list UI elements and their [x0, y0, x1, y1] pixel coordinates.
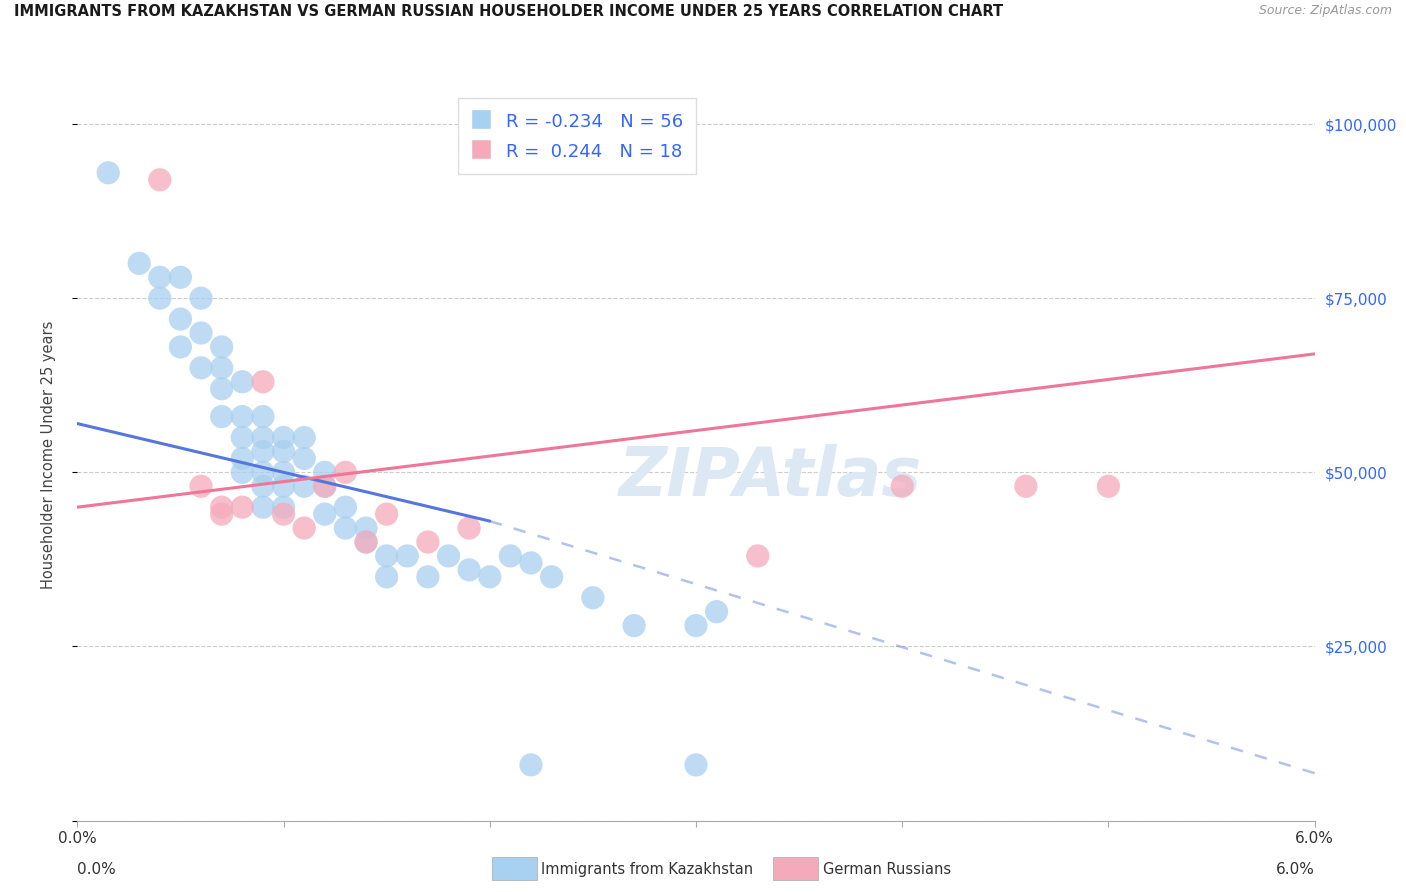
Point: [169, 312, 191, 326]
Point: [231, 500, 253, 515]
Point: [252, 466, 274, 480]
Point: [252, 444, 274, 458]
Point: [292, 479, 315, 493]
Point: [1015, 479, 1038, 493]
Point: [314, 479, 336, 493]
Point: [375, 570, 398, 584]
Point: [314, 507, 336, 521]
Point: [335, 466, 357, 480]
Point: [375, 507, 398, 521]
Point: [149, 291, 172, 305]
Point: [335, 521, 357, 535]
Point: [891, 479, 914, 493]
Point: [273, 500, 295, 515]
Point: [231, 466, 253, 480]
Point: [190, 291, 212, 305]
Point: [292, 430, 315, 444]
Point: [416, 535, 439, 549]
Point: [314, 479, 336, 493]
Point: [211, 360, 233, 375]
Point: [458, 563, 481, 577]
Point: [416, 570, 439, 584]
Point: [273, 430, 295, 444]
Point: [499, 549, 522, 563]
Point: [273, 479, 295, 493]
Point: [128, 256, 150, 270]
Text: 6.0%: 6.0%: [1275, 863, 1315, 877]
Point: [540, 570, 562, 584]
Point: [231, 430, 253, 444]
Point: [97, 166, 120, 180]
Point: [231, 451, 253, 466]
Text: Immigrants from Kazakhstan: Immigrants from Kazakhstan: [541, 863, 754, 877]
Point: [169, 340, 191, 354]
Point: [273, 466, 295, 480]
Point: [437, 549, 460, 563]
Point: [231, 375, 253, 389]
Point: [211, 382, 233, 396]
Point: [314, 466, 336, 480]
Point: [231, 409, 253, 424]
Point: [273, 444, 295, 458]
Point: [375, 549, 398, 563]
Text: German Russians: German Russians: [823, 863, 950, 877]
Text: ZIPAtlas: ZIPAtlas: [619, 444, 922, 510]
Point: [458, 521, 481, 535]
Point: [582, 591, 605, 605]
Point: [169, 270, 191, 285]
Point: [149, 173, 172, 187]
Y-axis label: Householder Income Under 25 years: Householder Income Under 25 years: [42, 321, 56, 589]
Point: [747, 549, 769, 563]
Point: [149, 270, 172, 285]
Point: [520, 556, 543, 570]
Point: [354, 535, 377, 549]
Point: [478, 570, 501, 584]
Point: [623, 618, 645, 632]
Point: [685, 758, 707, 772]
Text: Source: ZipAtlas.com: Source: ZipAtlas.com: [1258, 4, 1392, 18]
Point: [354, 535, 377, 549]
Point: [706, 605, 728, 619]
Point: [190, 326, 212, 340]
Point: [354, 521, 377, 535]
Point: [252, 500, 274, 515]
Point: [1097, 479, 1119, 493]
Point: [273, 507, 295, 521]
Point: [396, 549, 419, 563]
Point: [211, 409, 233, 424]
Legend: R = -0.234   N = 56, R =  0.244   N = 18: R = -0.234 N = 56, R = 0.244 N = 18: [457, 98, 696, 174]
Point: [520, 758, 543, 772]
Point: [252, 375, 274, 389]
Point: [292, 451, 315, 466]
Point: [335, 500, 357, 515]
Point: [252, 430, 274, 444]
Point: [211, 500, 233, 515]
Point: [292, 521, 315, 535]
Point: [211, 507, 233, 521]
Point: [252, 409, 274, 424]
Point: [685, 618, 707, 632]
Text: 0.0%: 0.0%: [77, 863, 117, 877]
Point: [190, 360, 212, 375]
Point: [252, 479, 274, 493]
Point: [190, 479, 212, 493]
Point: [211, 340, 233, 354]
Text: IMMIGRANTS FROM KAZAKHSTAN VS GERMAN RUSSIAN HOUSEHOLDER INCOME UNDER 25 YEARS C: IMMIGRANTS FROM KAZAKHSTAN VS GERMAN RUS…: [14, 4, 1004, 20]
